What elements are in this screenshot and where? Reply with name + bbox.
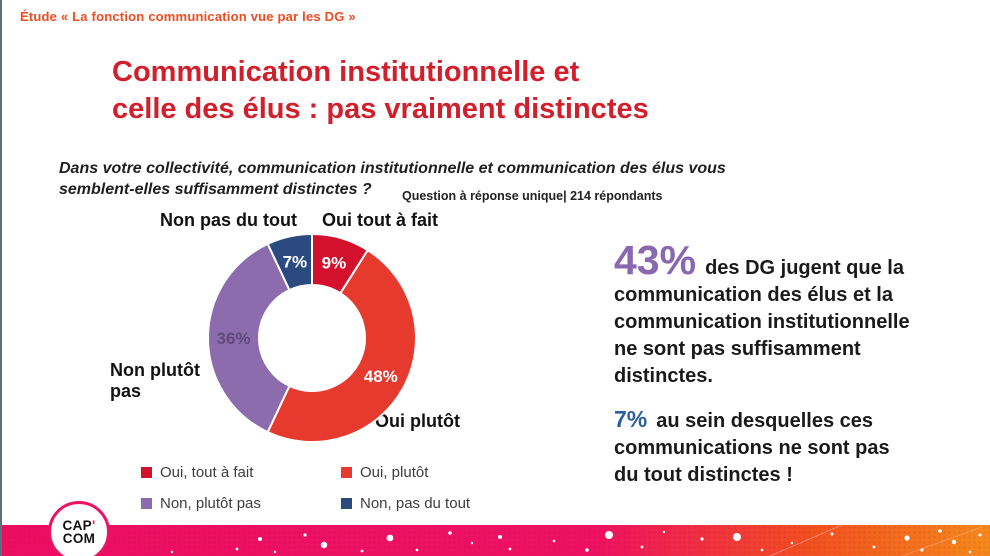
slide-title: Communication institutionnelle et celle … [112, 54, 649, 128]
donut-value-label: 7% [283, 252, 308, 271]
survey-question: Dans votre collectivité, communication i… [59, 158, 759, 200]
donut-segment-2 [207, 242, 291, 434]
donut-callout-oui-tout-a-fait: Oui tout à fait [322, 210, 438, 230]
insight-block: 43% des DG jugent que la communication de… [614, 240, 914, 489]
legend-row: Non, plutôt pas Non, pas du tout [141, 495, 541, 512]
legend-label: Non, pas du tout [360, 495, 471, 512]
donut-value-label: 36% [216, 329, 250, 348]
legend-swatch-icon [141, 467, 152, 478]
footer-gradient-bar [2, 525, 990, 556]
legend-label: Oui, plutôt [360, 464, 429, 481]
stat-text-43: des DG jugent que la communication des é… [614, 257, 910, 387]
capcom-logo-top: CAP' [62, 518, 96, 533]
stat-value-7: 7% [614, 406, 648, 432]
chart-legend: Oui, tout à fait Oui, plutôt Non, plutôt… [141, 464, 541, 526]
legend-swatch-icon [341, 498, 352, 509]
study-eyebrow: Étude « La fonction communication vue pa… [20, 9, 356, 24]
legend-swatch-icon [141, 498, 152, 509]
legend-item-oui-plutot: Oui, plutôt [341, 464, 541, 481]
insight-stat-7: 7% au sein desquelles ces communications … [614, 408, 914, 489]
donut-chart: 9% 48% 36% 7% [207, 232, 417, 443]
legend-row: Oui, tout à fait Oui, plutôt [141, 464, 541, 481]
donut-callout-non-plutot-pas: Non plutôt pas [110, 360, 200, 401]
survey-question-note: Question à réponse unique| 214 répondant… [402, 189, 663, 203]
legend-item-non-pas-du-tout: Non, pas du tout [341, 495, 541, 512]
donut-segment-3 [266, 232, 313, 292]
slide-title-line2: celle des élus : pas vraiment distinctes [112, 93, 649, 125]
legend-label: Oui, tout à fait [160, 464, 254, 481]
donut-callout-oui-plutot: Oui plutôt [375, 411, 460, 431]
donut-value-label: 48% [364, 367, 398, 386]
stat-text-7: au sein desquelles ces communications ne… [614, 410, 890, 486]
capcom-logo: CAP' COM [48, 501, 110, 556]
legend-label: Non, plutôt pas [160, 495, 261, 512]
donut-callout-non-pas-du-tout: Non pas du tout [160, 210, 297, 230]
donut-segment-1 [266, 248, 417, 443]
capcom-logo-bottom: COM [62, 531, 96, 546]
legend-item-non-plutot-pas: Non, plutôt pas [141, 495, 341, 512]
survey-question-line1: Dans votre collectivité, communication i… [59, 160, 726, 177]
donut-value-label: 9% [322, 254, 347, 273]
slide-title-line1: Communication institutionnelle et [112, 56, 580, 88]
stat-value-43: 43% [614, 237, 697, 283]
capcom-logo-apostrophe: ' [91, 518, 96, 533]
legend-item-oui-tout-a-fait: Oui, tout à fait [141, 464, 341, 481]
legend-swatch-icon [341, 467, 352, 478]
insight-stat-43: 43% des DG jugent que la communication de… [614, 240, 914, 390]
survey-question-line2: semblent-elles suffisamment distinctes ? [59, 181, 372, 198]
confetti-dots [170, 525, 983, 556]
